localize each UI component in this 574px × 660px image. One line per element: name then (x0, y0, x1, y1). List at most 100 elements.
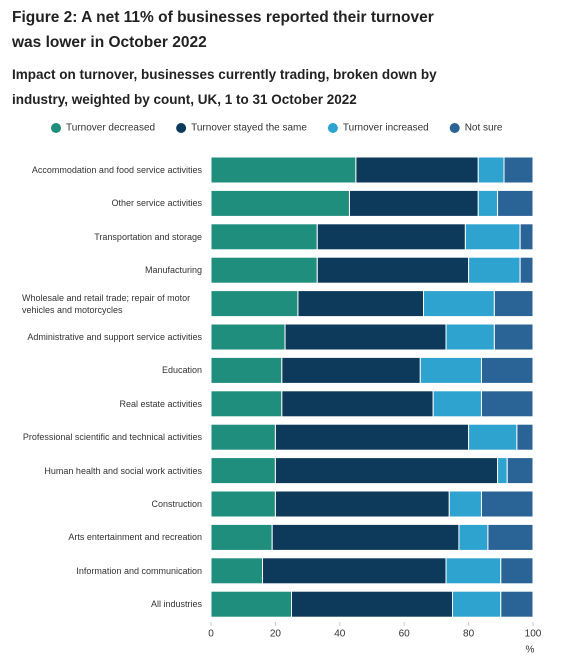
bar-segment (316, 223, 466, 251)
bar-segment (348, 189, 479, 217)
category-text: Information and communication (76, 565, 202, 576)
bar-segment (468, 256, 521, 284)
category-text: Other service activities (111, 198, 202, 209)
y-tick-label: Information and communication (20, 557, 202, 585)
y-tick-label: All industries (20, 590, 202, 618)
bar-segment (316, 256, 470, 284)
category-text: Construction (151, 499, 202, 509)
bar-segment (519, 223, 534, 251)
category-text: Accommodation and food service activitie… (31, 165, 202, 175)
category-text: Professional scientific and technical ac… (22, 432, 202, 443)
bar-segment (355, 156, 479, 184)
bar-segment (468, 423, 518, 451)
bar-segment (210, 356, 283, 384)
bar-segment (210, 223, 318, 251)
y-tick-label: Transportation and storage (20, 223, 202, 251)
bar-segment (477, 189, 499, 217)
x-tick-label: 0 (208, 629, 214, 640)
bar-segment (497, 189, 534, 217)
category-text: Arts entertainment and recreation (68, 532, 202, 543)
x-axis-label: % (526, 645, 535, 656)
legend-marker (327, 123, 338, 133)
bar-segment (274, 490, 450, 518)
bar-segment (487, 523, 534, 551)
bar-segment (493, 323, 534, 351)
bar-segment (497, 457, 508, 485)
bar-segment (274, 457, 499, 485)
bar-segment (445, 323, 495, 351)
y-tick-label: Construction (20, 490, 202, 518)
bar-segment (445, 557, 502, 585)
bar-segment (210, 557, 264, 585)
bar-segment (210, 590, 292, 618)
y-tick-label: Human health and social work activities (20, 457, 202, 485)
bar-segment (210, 457, 276, 485)
bar-segment (210, 290, 299, 318)
bar-segment (458, 523, 489, 551)
category-text: Manufacturing (144, 265, 202, 276)
bar-segment (464, 223, 521, 251)
bar-segment (477, 156, 505, 184)
legend-marker (176, 123, 187, 133)
category-text: Transportation and storage (94, 231, 202, 242)
category-text: Education (161, 365, 202, 376)
bar-segment (500, 557, 534, 585)
y-tick-label: Administrative and support service activ… (20, 323, 202, 351)
bar-segment (210, 189, 350, 217)
bar-segment (274, 423, 470, 451)
x-tick-label: 60 (399, 629, 411, 640)
category-text: Wholesale and retail trade; repair of mo… (22, 292, 191, 315)
category-text: Real estate activities (119, 398, 202, 409)
bar-segment (262, 557, 447, 585)
x-tick-label: 20 (270, 629, 282, 640)
bar-segment (210, 256, 318, 284)
bar-segment (480, 356, 534, 384)
legend-label: Turnover decreased (66, 123, 155, 134)
y-tick-label: Accommodation and food service activitie… (20, 156, 202, 184)
bar-segment (503, 156, 534, 184)
bar-segment (448, 490, 482, 518)
bar-segment (281, 356, 421, 384)
x-tick-label: 80 (463, 629, 475, 640)
category-text: Administrative and support service activ… (27, 332, 202, 342)
bar-segment (480, 390, 534, 418)
x-tick-label: 40 (334, 629, 346, 640)
bar-segment (210, 323, 286, 351)
bar-segment (493, 290, 534, 318)
bar-segment (452, 590, 502, 618)
bar-segment (210, 490, 276, 518)
chart-title: Figure 2: A net 11% of businesses report… (12, 9, 434, 51)
bar-segment (291, 590, 453, 618)
bar-segment (210, 523, 273, 551)
bar-segment (271, 523, 460, 551)
bar-segment (284, 323, 447, 351)
y-tick-label: Education (20, 356, 202, 384)
legend-label: Not sure (465, 123, 503, 134)
bar-segment (210, 156, 357, 184)
y-tick-label: Arts entertainment and recreation (20, 523, 202, 551)
y-tick-label: Other service activities (20, 189, 202, 217)
legend-marker (51, 123, 61, 133)
bar-segment (432, 390, 482, 418)
bar-segment (500, 590, 534, 618)
y-tick-label: Real estate activities (20, 390, 202, 418)
y-tick-label: Wholesale and retail trade; repair of mo… (20, 290, 202, 318)
category-text: Human health and social work activities (44, 465, 202, 476)
bar-segment (480, 490, 534, 518)
legend-label: Turnover increased (343, 123, 429, 134)
bar-segment (297, 290, 425, 318)
category-text: All industries (150, 599, 202, 610)
bar-segment (516, 423, 534, 451)
bar-segment (419, 356, 482, 384)
legend-marker (449, 123, 460, 133)
chart-subtitle: Impact on turnover, businesses currently… (12, 67, 437, 107)
y-tick-label: Manufacturing (20, 256, 202, 284)
y-tick-label: Professional scientific and technical ac… (20, 423, 202, 451)
bar-segment (506, 457, 534, 485)
bar-segment (423, 290, 495, 318)
bar-segment (210, 423, 276, 451)
bar-segment (210, 390, 283, 418)
x-tick-label: 100 (525, 629, 542, 640)
